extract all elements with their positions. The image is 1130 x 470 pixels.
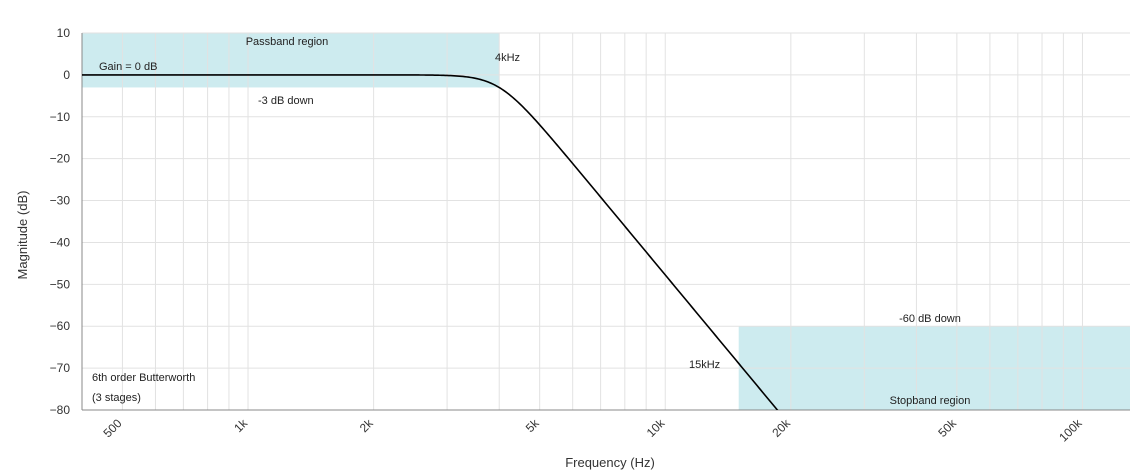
grid-layer xyxy=(81,32,1130,411)
y-tick-label: 0 xyxy=(63,68,70,82)
filter-stages-label: (3 stages) xyxy=(92,392,141,404)
y-tick-label: −10 xyxy=(50,110,71,124)
y-axis-title: Magnitude (dB) xyxy=(15,191,30,280)
series-layer xyxy=(82,74,779,410)
y-tick-label: −80 xyxy=(50,403,71,417)
gain-label: Gain = 0 dB xyxy=(99,61,157,73)
y-tick-label: −70 xyxy=(50,361,71,375)
region-passband xyxy=(82,33,500,88)
filter-order-label: 6th order Butterworth xyxy=(92,372,195,384)
x-axis-title: Frequency (Hz) xyxy=(565,455,655,470)
passband-label: Passband region xyxy=(246,36,329,48)
axes-layer xyxy=(81,33,1130,411)
series-line-0 xyxy=(82,74,779,410)
minus60db-label: -60 dB down xyxy=(899,313,961,325)
cutoff-4khz-label: 4kHz xyxy=(495,52,520,64)
minus3db-label: -3 dB down xyxy=(258,95,314,107)
y-tick-label: −40 xyxy=(50,235,71,249)
stop-15khz-label: 15kHz xyxy=(689,359,720,371)
y-tick-label: −30 xyxy=(50,194,71,208)
y-tick-label: −60 xyxy=(50,319,71,333)
y-tick-label: −20 xyxy=(50,152,71,166)
y-tick-label: −50 xyxy=(50,277,71,291)
y-tick-label: 10 xyxy=(57,26,71,40)
stopband-label: Stopband region xyxy=(890,395,971,407)
